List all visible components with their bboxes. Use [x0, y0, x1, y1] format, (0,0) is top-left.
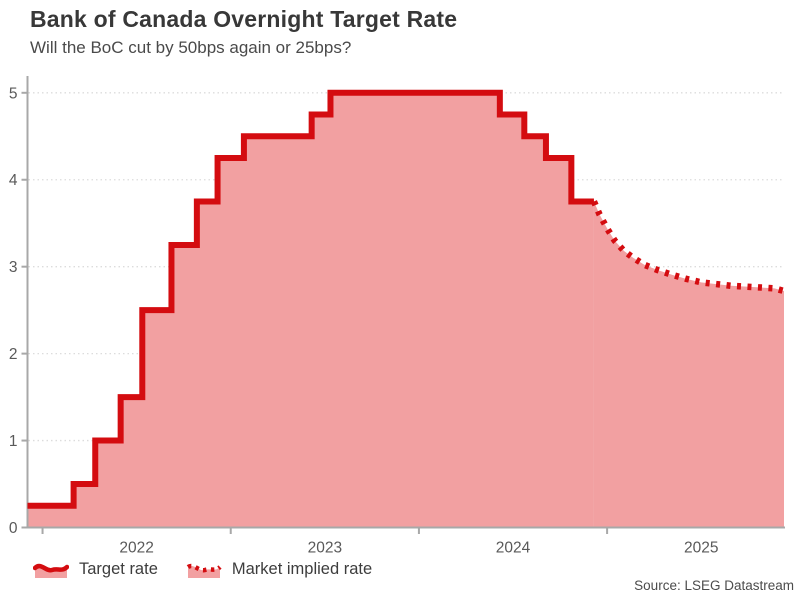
legend-item-market-implied-rate: Market implied rate	[186, 559, 372, 579]
page-title: Bank of Canada Overnight Target Rate	[30, 6, 458, 32]
x-tick-label-2022: 2022	[119, 540, 153, 557]
solid-line-swatch-icon	[33, 563, 69, 578]
legend-label: Target rate	[79, 559, 158, 578]
x-tick-label-2023: 2023	[308, 540, 342, 557]
y-tick-label-3: 3	[9, 259, 18, 276]
y-tick-label-0: 0	[9, 520, 18, 537]
target-rate-line	[27, 89, 594, 509]
y-tick-label-2: 2	[9, 346, 18, 363]
dotted-line-swatch-icon	[186, 563, 222, 578]
x-tick-label-2025: 2025	[684, 540, 718, 557]
page-subtitle: Will the BoC cut by 50bps again or 25bps…	[30, 38, 352, 57]
y-tick-label-5: 5	[9, 85, 18, 102]
legend-item-target-rate: Target rate	[33, 559, 158, 579]
legend-label: Market implied rate	[231, 559, 373, 578]
x-tick-label-2024: 2024	[496, 540, 531, 557]
y-tick-label-4: 4	[9, 172, 18, 189]
market-implied-area	[593, 201, 784, 528]
market-implied-line	[590, 200, 785, 295]
target-rate-area	[27, 92, 594, 528]
source-note: Source: LSEG Datastream	[634, 578, 794, 593]
y-tick-label-1: 1	[9, 433, 18, 450]
chart-legend: Target rate Market implied rate	[33, 559, 372, 579]
